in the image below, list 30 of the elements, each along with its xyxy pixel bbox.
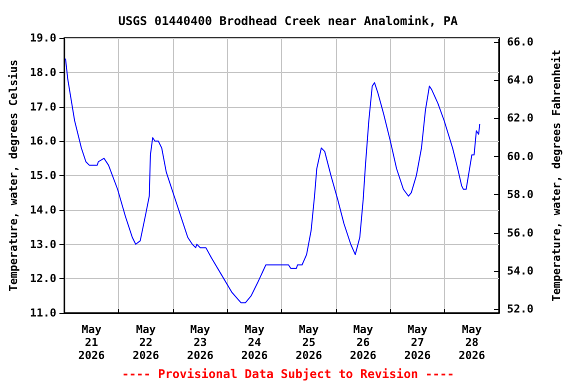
y-tick-label: 11.0	[30, 306, 56, 320]
x-tick-label: May 24 2026	[241, 323, 268, 362]
y-tick-label: 14.0	[30, 203, 56, 216]
y-tick-label: 19.0	[30, 32, 56, 44]
y2-tick-label: 64.0	[507, 74, 534, 87]
x-tick-label: May 22 2026	[132, 323, 160, 362]
x-tick-label: May 26 2026	[350, 323, 377, 362]
x-tick-label: May 21 2026	[78, 323, 106, 362]
y-tick-label: 13.0	[30, 238, 56, 251]
y-tick-label: 17.0	[30, 100, 56, 114]
x-tick-label: May 28 2026	[458, 323, 486, 362]
x-tick-label: May 25 2026	[296, 323, 322, 362]
y2-tick-label: 62.0	[507, 112, 534, 125]
y-tick-label: 18.0	[30, 66, 56, 79]
line-series	[65, 58, 480, 304]
y2-tick-label: 66.0	[507, 35, 534, 48]
y2-tick-label: 58.0	[507, 188, 534, 202]
y-tick-label: 16.0	[30, 134, 56, 148]
y-tick-label: 12.0	[30, 272, 56, 286]
y2-tick-label: 60.0	[507, 150, 534, 163]
y2-tick-label: 52.0	[507, 302, 534, 316]
y2-axis-title: Temperature, water, degrees Fahrenheit	[550, 50, 563, 302]
y2-tick-label: 56.0	[507, 226, 534, 240]
text: ---- Provisional Data Subject to Revision ----	[122, 367, 454, 381]
x-tick-label: May 27 2026	[404, 323, 432, 362]
x-tick-label: May 23 2026	[186, 323, 214, 362]
y-axis-title: Temperature, water, degrees Celsius	[7, 60, 20, 292]
y-tick-label: 15.0	[30, 169, 56, 182]
chart-title: USGS 01440400 Brodhead Creek near Analomink, PA	[118, 14, 459, 28]
y2-tick-label: 54.0	[507, 264, 534, 278]
